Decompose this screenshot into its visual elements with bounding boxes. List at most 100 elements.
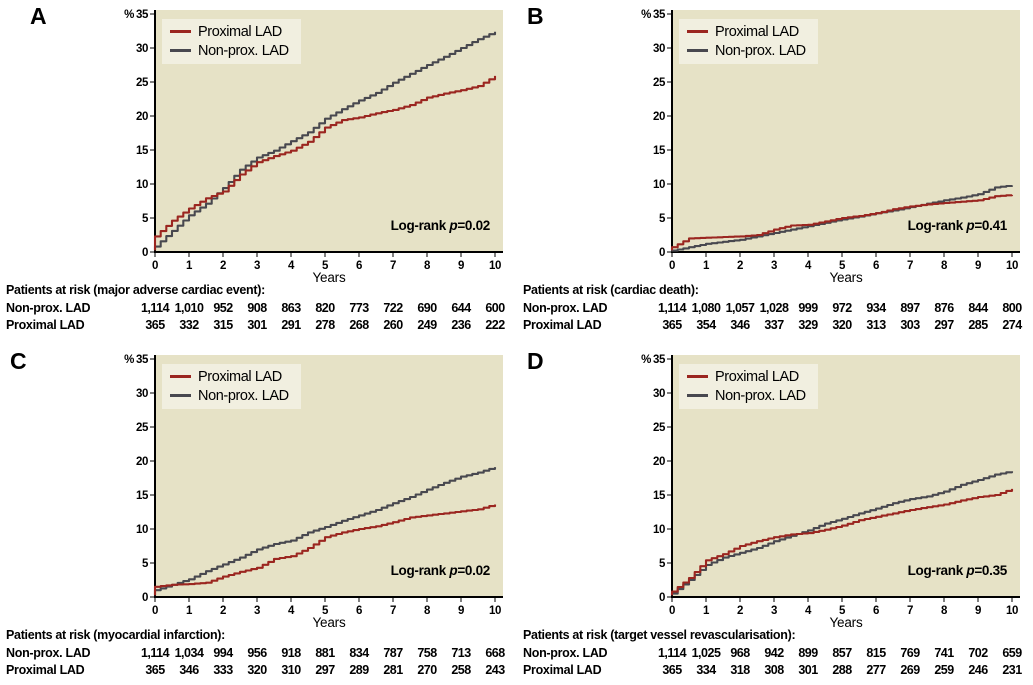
risk-count: 1,114 — [657, 646, 687, 660]
risk-count: 857 — [832, 646, 852, 660]
risk-row-label: Non-prox. LAD — [523, 646, 608, 660]
x-tick-label: 10 — [489, 260, 501, 272]
risk-count: 659 — [1002, 646, 1022, 660]
x-tick-label: 6 — [873, 605, 879, 617]
x-tick-label: 6 — [356, 260, 362, 272]
risk-count: 337 — [764, 318, 784, 332]
y-tick-label: 10 — [653, 179, 665, 191]
risk-table-title: Patients at risk (major adverse cardiac … — [6, 283, 265, 297]
y-tick-label: 20 — [136, 111, 148, 123]
risk-count: 956 — [247, 646, 267, 660]
risk-count: 876 — [934, 301, 954, 315]
risk-count: 249 — [417, 318, 437, 332]
risk-count: 908 — [247, 301, 267, 315]
risk-count: 258 — [451, 663, 471, 677]
x-tick-label: 7 — [907, 260, 913, 272]
legend-item: Proximal LAD — [687, 367, 806, 386]
risk-count: 365 — [145, 663, 165, 677]
risk-count: 999 — [798, 301, 818, 315]
risk-count: 313 — [866, 318, 886, 332]
legend: Proximal LAD Non-prox. LAD — [679, 19, 818, 64]
risk-count: 315 — [213, 318, 233, 332]
x-tick-label: 8 — [424, 260, 431, 272]
panel-letter: D — [527, 348, 544, 374]
risk-count: 952 — [213, 301, 233, 315]
risk-count: 1,114 — [140, 301, 170, 315]
y-tick-label: 0 — [142, 247, 148, 259]
risk-count: 1,034 — [174, 646, 204, 660]
x-tick-label: 0 — [669, 605, 675, 617]
x-tick-label: 10 — [1006, 605, 1018, 617]
risk-count: 308 — [764, 663, 784, 677]
x-tick-label: 9 — [458, 260, 464, 272]
risk-count: 281 — [383, 663, 403, 677]
risk-count: 1,028 — [759, 301, 789, 315]
risk-count: 844 — [968, 301, 988, 315]
risk-count: 773 — [349, 301, 369, 315]
risk-count: 820 — [315, 301, 335, 315]
y-tick-label: 25 — [653, 422, 666, 434]
km-panel-c: C 0 5 10 15 20 25 30 35% 0 1 2 3 4 5 6 7 8 9 10 Log-rank p=… — [0, 345, 516, 685]
x-axis-title: Years — [312, 270, 345, 285]
risk-count: 231 — [1002, 663, 1022, 677]
x-tick-label: 1 — [186, 605, 193, 617]
panel-letter: B — [527, 3, 544, 29]
risk-count: 741 — [934, 646, 954, 660]
risk-count: 800 — [1002, 301, 1022, 315]
risk-count: 365 — [662, 318, 682, 332]
legend-item: Proximal LAD — [687, 22, 806, 41]
y-tick-label: 15 — [136, 145, 149, 157]
x-tick-label: 8 — [941, 605, 948, 617]
risk-count: 881 — [315, 646, 335, 660]
risk-count: 365 — [145, 318, 165, 332]
x-tick-label: 1 — [186, 260, 193, 272]
risk-count: 320 — [247, 663, 267, 677]
y-tick-label: 0 — [659, 592, 665, 604]
risk-count: 303 — [900, 318, 920, 332]
x-axis-title: Years — [829, 615, 862, 630]
y-tick-label: 5 — [142, 213, 149, 225]
y-tick-label: 35 — [136, 354, 149, 366]
x-tick-label: 6 — [873, 260, 879, 272]
risk-count: 269 — [900, 663, 920, 677]
risk-row-label: Proximal LAD — [523, 663, 602, 677]
y-tick-label: 25 — [136, 422, 149, 434]
legend-label: Non-prox. LAD — [715, 387, 806, 404]
risk-count: 644 — [451, 301, 471, 315]
risk-count: 246 — [968, 663, 988, 677]
y-tick-label: 20 — [653, 456, 665, 468]
y-tick-label: 20 — [653, 111, 665, 123]
x-tick-label: 9 — [975, 260, 981, 272]
risk-count: 758 — [417, 646, 437, 660]
y-tick-label: 10 — [653, 524, 665, 536]
x-axis-title: Years — [312, 615, 345, 630]
legend-item: Non-prox. LAD — [170, 41, 289, 60]
y-axis-unit: % — [124, 354, 134, 366]
y-tick-label: 10 — [136, 524, 148, 536]
axis-lines — [671, 10, 1020, 253]
y-tick-label: 30 — [136, 43, 148, 55]
legend-label: Non-prox. LAD — [198, 42, 289, 59]
legend-label: Proximal LAD — [198, 23, 282, 40]
risk-count: 1,114 — [657, 301, 687, 315]
risk-table-title: Patients at risk (target vessel revascul… — [523, 628, 796, 642]
risk-count: 1,010 — [174, 301, 204, 315]
risk-count: 329 — [798, 318, 818, 332]
risk-count: 332 — [179, 318, 199, 332]
risk-count: 310 — [281, 663, 301, 677]
x-tick-label: 5 — [839, 605, 846, 617]
legend-line-swatch — [170, 30, 191, 33]
x-tick-label: 5 — [322, 605, 329, 617]
risk-table-title: Patients at risk (cardiac death): — [523, 283, 699, 297]
km-panel-a: A 0 5 10 15 20 25 30 35% 0 1 2 3 4 5 6 7 8 9 10 Log-rank p=… — [0, 0, 516, 340]
x-tick-label: 2 — [220, 605, 226, 617]
risk-count: 1,025 — [691, 646, 721, 660]
series-proximal-lad — [153, 504, 497, 596]
legend-line-swatch — [170, 375, 191, 378]
risk-count: 346 — [179, 663, 199, 677]
legend-label: Proximal LAD — [715, 368, 799, 385]
x-tick-label: 4 — [288, 260, 295, 272]
legend-line-swatch — [170, 49, 191, 52]
risk-count: 968 — [730, 646, 750, 660]
